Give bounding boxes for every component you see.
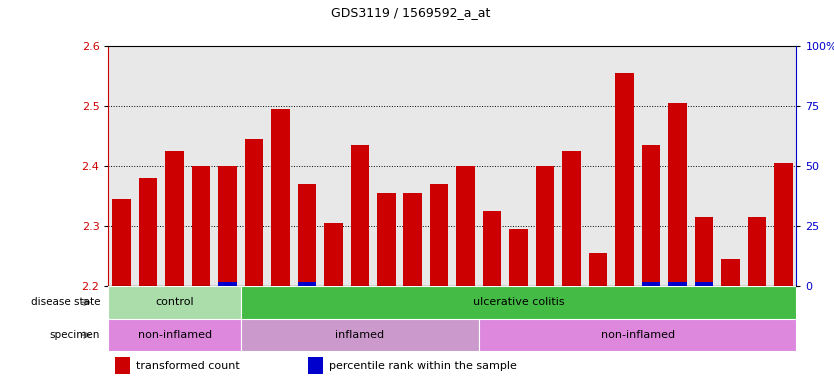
Bar xyxy=(241,319,479,351)
Bar xyxy=(192,166,210,286)
Bar xyxy=(641,145,661,286)
Bar xyxy=(350,145,369,286)
Bar xyxy=(774,163,792,286)
Bar xyxy=(641,283,661,286)
Bar xyxy=(244,139,264,286)
Bar xyxy=(668,103,686,286)
Text: percentile rank within the sample: percentile rank within the sample xyxy=(329,361,516,371)
Text: GDS3119 / 1569592_a_at: GDS3119 / 1569592_a_at xyxy=(331,6,490,19)
Text: ulcerative colitis: ulcerative colitis xyxy=(473,297,565,308)
Bar xyxy=(562,151,580,286)
Text: specimen: specimen xyxy=(50,330,100,340)
Bar xyxy=(510,229,528,286)
Bar xyxy=(271,109,289,286)
Bar xyxy=(324,223,343,286)
Bar xyxy=(298,184,316,286)
Bar xyxy=(456,166,475,286)
Text: non-inflamed: non-inflamed xyxy=(138,330,212,340)
Text: transformed count: transformed count xyxy=(136,361,239,371)
Bar xyxy=(615,73,634,286)
Bar xyxy=(668,283,686,286)
Bar xyxy=(108,286,241,319)
Text: inflamed: inflamed xyxy=(335,330,384,340)
Bar xyxy=(695,217,713,286)
Bar xyxy=(535,166,555,286)
Bar xyxy=(747,217,766,286)
Bar xyxy=(589,253,607,286)
Bar xyxy=(377,193,395,286)
Bar xyxy=(113,199,131,286)
Bar xyxy=(479,319,796,351)
Bar xyxy=(430,184,449,286)
Text: disease state: disease state xyxy=(31,297,100,308)
Bar xyxy=(483,211,501,286)
Bar xyxy=(308,357,323,374)
Bar xyxy=(241,286,796,319)
Bar xyxy=(721,259,740,286)
Text: control: control xyxy=(155,297,193,308)
Text: non-inflamed: non-inflamed xyxy=(600,330,675,340)
Bar xyxy=(695,283,713,286)
Bar xyxy=(219,283,237,286)
Bar xyxy=(165,151,183,286)
Bar xyxy=(108,319,241,351)
Bar xyxy=(404,193,422,286)
Bar xyxy=(138,178,158,286)
Bar xyxy=(115,357,130,374)
Bar xyxy=(298,283,316,286)
Bar xyxy=(219,166,237,286)
